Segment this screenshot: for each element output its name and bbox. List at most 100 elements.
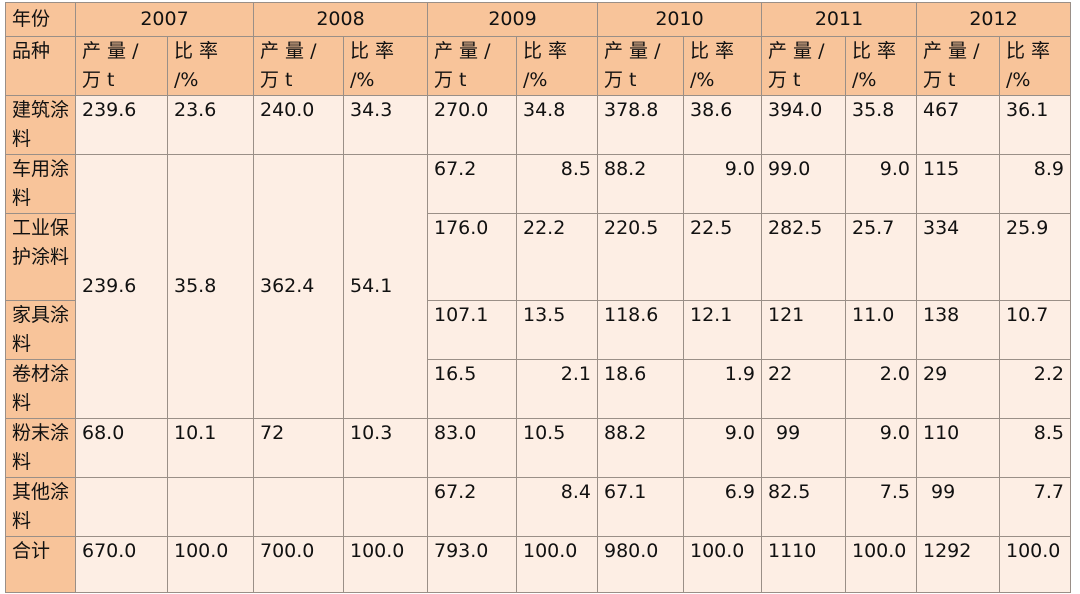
table-cell: 88.2 [597,418,684,478]
row-label-powder: 粉末涂料 [5,418,76,478]
table-cell: 378.8 [597,95,684,155]
table-cell: 10.7 [999,300,1071,360]
table-cell: 670.0 [75,536,168,593]
table-cell: 99.0 [761,154,846,214]
table-cell: 82.5 [761,477,846,537]
table-cell: 16.5 [427,359,517,419]
table-cell: 25.7 [845,213,917,301]
table-cell: 138 [916,300,1000,360]
production-header: 产 量 / 万 t [597,36,684,96]
table-cell: 1292 [916,536,1000,593]
table-cell: 110 [916,418,1000,478]
table-cell: 176.0 [427,213,517,301]
table-cell: 1110 [761,536,846,593]
table-cell: 7.7 [999,477,1071,537]
table-cell: 1.9 [683,359,762,419]
table-cell: 8.5 [516,154,598,214]
table-cell: 240.0 [253,95,344,155]
corner-variety-label: 品种 [5,36,76,96]
table-row-coil: 卷材涂料 16.5 2.1 18.6 1.9 22 2.0 29 2.2 [5,359,1071,419]
table-cell: 29 [916,359,1000,419]
table-cell: 7.5 [845,477,917,537]
table-cell: 334 [916,213,1000,301]
year-header-row: 年份 2007 2008 2009 2010 2011 2012 [5,2,1071,37]
ratio-header: 比 率 /% [999,36,1071,96]
production-header: 产 量 / 万 t [253,36,344,96]
table-cell: 10.5 [516,418,598,478]
corner-year-label: 年份 [5,2,76,37]
table-cell: 100.0 [516,536,598,593]
year-2008-header: 2008 [253,2,428,37]
row-label-other: 其他涂料 [5,477,76,537]
ratio-header: 比 率 /% [683,36,762,96]
table-cell: 100.0 [683,536,762,593]
table-cell: 83.0 [427,418,517,478]
table-cell: 25.9 [999,213,1071,301]
table-cell: 18.6 [597,359,684,419]
table-cell [167,477,254,537]
table-cell: 220.5 [597,213,684,301]
table-cell: 10.3 [343,418,428,478]
table-cell: 9.0 [845,154,917,214]
table-cell: 72 [253,418,344,478]
table-cell: 23.6 [167,95,254,155]
table-cell: 34.3 [343,95,428,155]
subheader-row: 品种 产 量 / 万 t 比 率 /% 产 量 / 万 t 比 率 /% 产 量… [5,36,1071,96]
production-header: 产 量 / 万 t [761,36,846,96]
table-cell: 980.0 [597,536,684,593]
merged-cell-2008-ratio: 54.1 [343,154,428,419]
ratio-header: 比 率 /% [516,36,598,96]
table-cell: 22 [761,359,846,419]
table-cell: 11.0 [845,300,917,360]
table-cell: 36.1 [999,95,1071,155]
table-cell: 9.0 [683,418,762,478]
table-cell: 394.0 [761,95,846,155]
table-cell [253,477,344,537]
table-cell: 68.0 [75,418,168,478]
year-2007-header: 2007 [75,2,254,37]
table-cell: 270.0 [427,95,517,155]
coatings-table-container: 年份 2007 2008 2009 2010 2011 2012 品种 产 量 … [5,2,1071,593]
table-cell: 8.9 [999,154,1071,214]
merged-cell-2007-ratio: 35.8 [167,154,254,419]
table-cell [75,477,168,537]
table-cell: 10.1 [167,418,254,478]
table-cell: 100.0 [167,536,254,593]
table-row-architectural: 建筑涂料 239.6 23.6 240.0 34.3 270.0 34.8 37… [5,95,1071,155]
table-cell: 67.1 [597,477,684,537]
table-cell: 9.0 [683,154,762,214]
year-2009-header: 2009 [427,2,598,37]
table-row-other: 其他涂料 67.2 8.4 67.1 6.9 82.5 7.5 99 7.7 [5,477,1071,537]
table-cell: 8.5 [999,418,1071,478]
table-cell: 67.2 [427,154,517,214]
table-cell: 282.5 [761,213,846,301]
table-cell: 107.1 [427,300,517,360]
year-2010-header: 2010 [597,2,762,37]
row-label-automotive: 车用涂料 [5,154,76,214]
year-2012-header: 2012 [916,2,1071,37]
table-cell: 2.2 [999,359,1071,419]
year-2011-header: 2011 [761,2,917,37]
coatings-production-table: 年份 2007 2008 2009 2010 2011 2012 品种 产 量 … [5,2,1071,593]
table-cell: 99 [761,418,846,478]
table-row-industrial: 工业保护涂料 176.0 22.2 220.5 22.5 282.5 25.7 … [5,213,1071,301]
table-cell: 2.1 [516,359,598,419]
ratio-header: 比 率 /% [845,36,917,96]
table-row-total: 合计 670.0 100.0 700.0 100.0 793.0 100.0 9… [5,536,1071,593]
table-cell: 22.2 [516,213,598,301]
table-cell: 22.5 [683,213,762,301]
table-cell: 8.4 [516,477,598,537]
table-cell: 13.5 [516,300,598,360]
table-cell: 121 [761,300,846,360]
table-cell: 467 [916,95,1000,155]
table-row-automotive: 车用涂料 239.6 35.8 362.4 54.1 67.2 8.5 88.2… [5,154,1071,419]
table-cell: 99 [916,477,1000,537]
table-cell: 6.9 [683,477,762,537]
ratio-header: 比 率 /% [167,36,254,96]
table-row-powder: 粉末涂料 68.0 10.1 72 10.3 83.0 10.5 88.2 9.… [5,418,1071,478]
table-cell: 100.0 [999,536,1071,593]
table-cell: 67.2 [427,477,517,537]
table-cell: 115 [916,154,1000,214]
row-label-coil: 卷材涂料 [5,359,76,419]
table-cell: 35.8 [845,95,917,155]
